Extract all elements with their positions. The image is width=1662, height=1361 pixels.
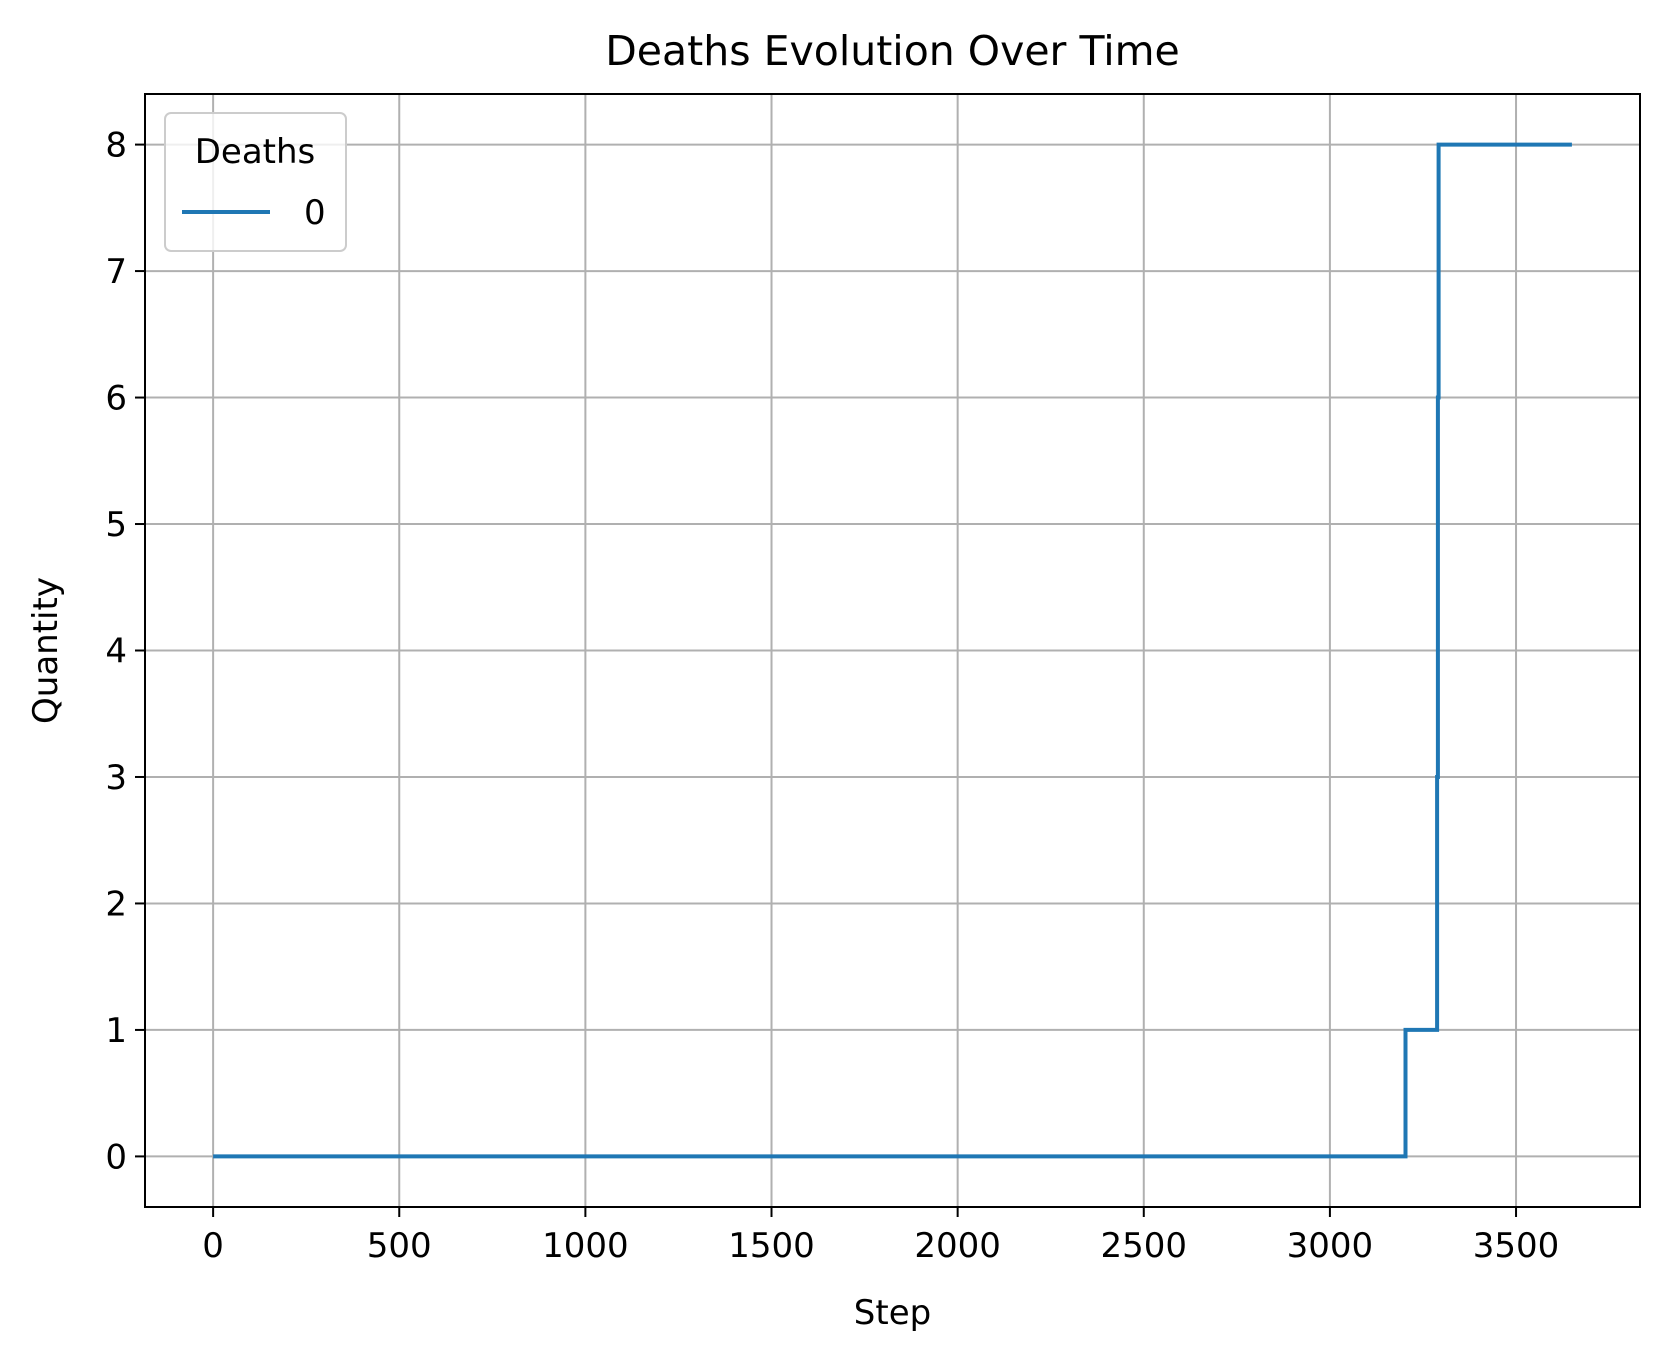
legend-title: Deaths xyxy=(195,132,316,172)
x-axis: 0 500 1000 1500 2000 2500 3000 3500 xyxy=(202,1207,1559,1266)
y-tick-label: 8 xyxy=(105,126,127,166)
chart-title: Deaths Evolution Over Time xyxy=(605,27,1180,75)
legend-series-label: 0 xyxy=(304,193,326,233)
x-tick-label: 2000 xyxy=(914,1226,1001,1266)
x-tick-label: 1500 xyxy=(728,1226,815,1266)
y-tick-label: 2 xyxy=(105,884,127,924)
x-tick-label: 3000 xyxy=(1287,1226,1374,1266)
y-tick-label: 0 xyxy=(105,1137,127,1177)
y-tick-label: 7 xyxy=(105,252,127,292)
x-tick-label: 2500 xyxy=(1101,1226,1188,1266)
y-axis: 0 1 2 3 4 5 6 7 8 xyxy=(105,126,145,1177)
series-line xyxy=(213,142,1572,1159)
y-tick-label: 3 xyxy=(105,758,127,798)
x-tick-label: 0 xyxy=(202,1226,224,1266)
y-tick-label: 1 xyxy=(105,1011,127,1051)
legend: Deaths 0 xyxy=(164,112,347,252)
y-axis-title: Quantity xyxy=(26,577,66,724)
x-tick-label: 500 xyxy=(367,1226,432,1266)
y-tick-label: 4 xyxy=(105,632,127,672)
x-tick-label: 3500 xyxy=(1473,1226,1560,1266)
legend-box xyxy=(164,112,347,252)
x-tick-label: 1000 xyxy=(542,1226,629,1266)
y-tick-label: 6 xyxy=(105,379,127,419)
series-layer xyxy=(213,142,1572,1159)
x-axis-title: Step xyxy=(854,1293,931,1333)
y-tick-label: 5 xyxy=(105,505,127,545)
